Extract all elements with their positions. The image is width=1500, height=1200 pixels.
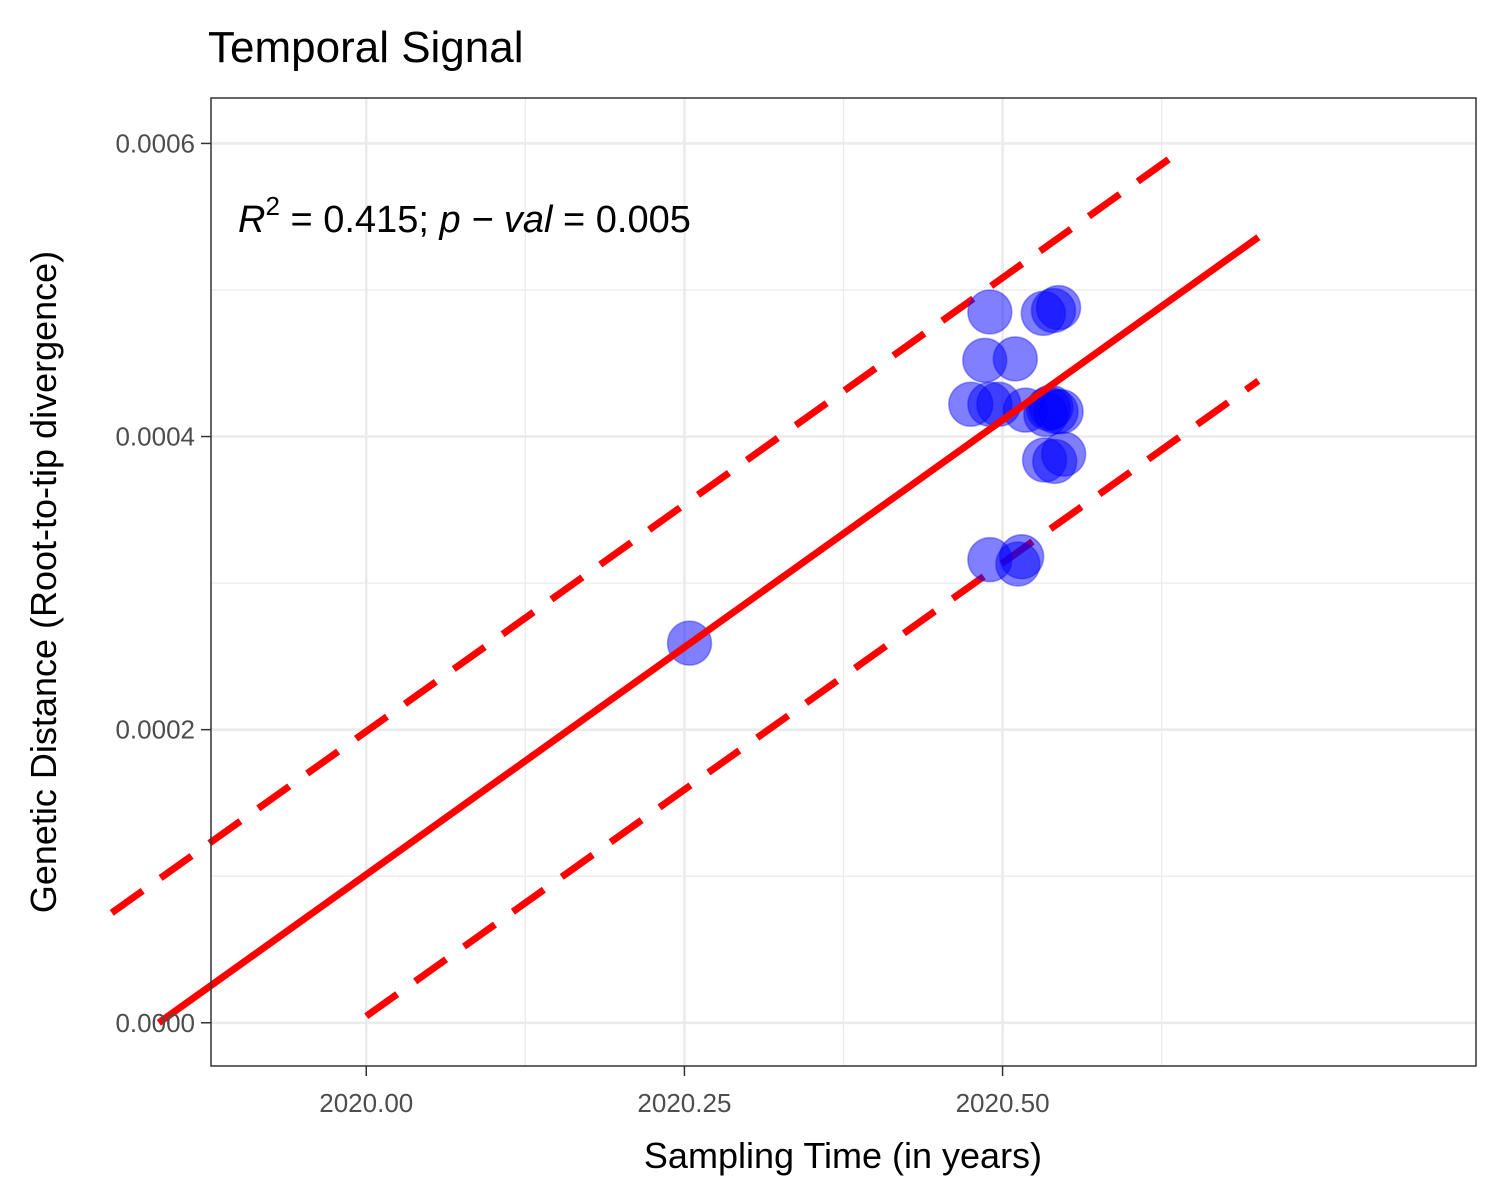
p-value-value: = 0.005: [552, 199, 690, 241]
x-tick-label: 2020.00: [319, 1088, 413, 1118]
data-point: [992, 336, 1039, 382]
lower-band-line: [364, 378, 1261, 1020]
x-axis-title: Sampling Time (in years): [644, 1135, 1042, 1176]
minor-grid: [211, 98, 1476, 1066]
y-tick-label: 0.0004: [115, 422, 195, 452]
r-squared-value: = 0.415;: [280, 199, 440, 241]
regression-line: [156, 234, 1261, 1026]
fit-annotation: R2 = 0.415; p − val = 0.005: [238, 191, 691, 241]
data-point: [1038, 388, 1084, 435]
y-tick-label: 0.0002: [115, 715, 195, 745]
y-tick-label: 0.0006: [115, 128, 195, 158]
r-squared-exponent: 2: [265, 191, 279, 221]
upper-band-line: [109, 147, 1183, 916]
y-axis-title: Genetic Distance (Root-to-tip divergence…: [23, 251, 64, 913]
regression-line-layer: [156, 234, 1261, 1026]
prediction-band-lines: [109, 147, 1261, 1020]
data-point: [948, 381, 994, 428]
r-squared-symbol: R: [238, 199, 265, 241]
chart-title: Temporal Signal: [208, 23, 524, 72]
data-point: [967, 289, 1013, 335]
p-value-symbol: p − val: [438, 199, 554, 241]
data-point: [998, 533, 1045, 580]
major-grid: [211, 98, 1476, 1066]
y-tick-label: 0.0000: [115, 1008, 195, 1038]
data-point: [1035, 284, 1082, 331]
x-tick-label: 2020.50: [956, 1088, 1050, 1118]
plot-border: [210, 97, 1477, 1067]
x-tick-label: 2020.25: [637, 1088, 731, 1118]
axis-ticks: [201, 142, 1004, 1076]
data-point: [1032, 438, 1078, 485]
tick-labels: 2020.00 2020.25 2020.50 0.0000 0.0002 0.0004 0…: [115, 128, 1049, 1118]
